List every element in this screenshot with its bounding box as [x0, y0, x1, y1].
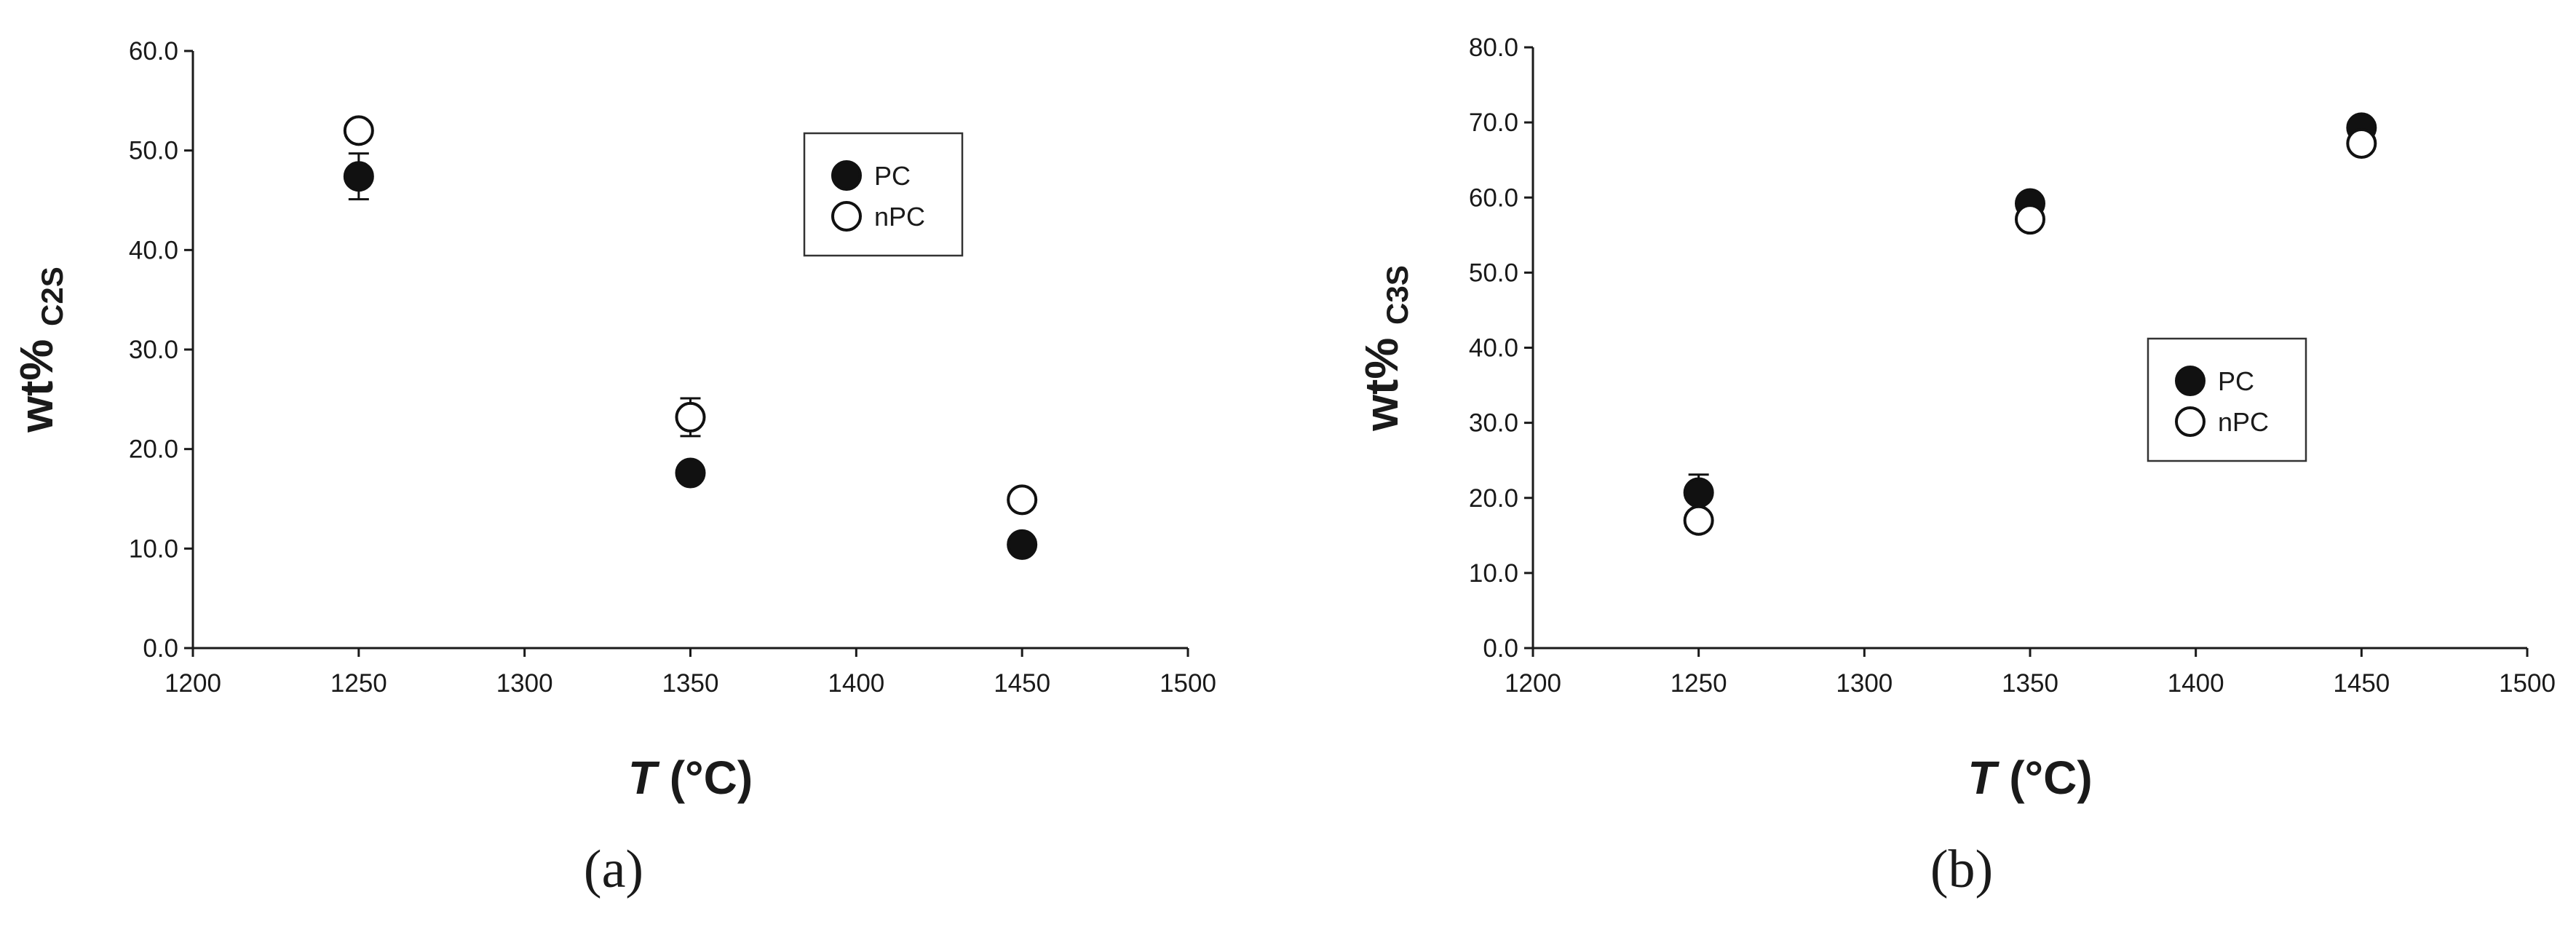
legend-label-npc: nPC	[874, 202, 925, 232]
x-tick-label: 1450	[2333, 669, 2390, 698]
x-axis-title-unit: (°C)	[1996, 751, 2092, 804]
data-point-pc	[1007, 529, 1038, 560]
x-tick-label: 1200	[165, 669, 221, 698]
y-tick-label: 10.0	[129, 534, 178, 563]
legend-marker-npc	[831, 201, 862, 232]
data-point-npc	[1683, 505, 1714, 536]
y-tick-label: 20.0	[129, 435, 178, 464]
y-tick-label: 60.0	[1469, 184, 1518, 212]
y-tick-label: 30.0	[1469, 409, 1518, 438]
y-tick-label: 0.0	[1483, 634, 1518, 663]
chart-panel-b: 0.0 10.0 20.0 30.0 40.0 50.0 60.0 70.0 80.0 1200 1…	[1355, 33, 2556, 899]
x-axis-title-symbol: T	[1967, 751, 2000, 804]
y-tick-label: 0.0	[143, 634, 178, 663]
legend-box	[803, 132, 964, 257]
x-tick-label: 1500	[1160, 669, 1216, 698]
y-axis-title-sub: C2S	[35, 267, 69, 326]
data-point-npc	[675, 401, 706, 433]
legend-marker-pc	[831, 160, 862, 191]
x-tick-label: 1350	[662, 669, 719, 698]
y-tick-label: 40.0	[1469, 334, 1518, 363]
y-tick-label: 40.0	[129, 236, 178, 264]
y-tick-label: 50.0	[129, 137, 178, 165]
chart-panel-a: 0.0 10.0 20.0 30.0 40.0 50.0 60.0 1200 1250 1300 1…	[10, 37, 1216, 899]
legend-label-npc: nPC	[2218, 407, 2269, 437]
y-tick-label: 60.0	[129, 37, 178, 66]
y-tick-label: 70.0	[1469, 109, 1518, 137]
x-axis-title: T (°C)	[1967, 751, 2092, 804]
legend-label-pc: PC	[874, 161, 911, 191]
panel-label: (a)	[584, 840, 643, 899]
x-axis-title-symbol: T	[628, 751, 660, 804]
x-tick-label: 1350	[2002, 669, 2058, 698]
y-tick-label: 80.0	[1469, 33, 1518, 62]
x-tick-label: 1250	[330, 669, 387, 698]
y-axis-title-main: wt%	[1355, 325, 1408, 432]
data-point-pc	[675, 457, 706, 489]
data-point-npc	[2015, 204, 2045, 235]
y-axis-title: wt% C2S	[10, 267, 69, 433]
x-tick-label: 1300	[496, 669, 553, 698]
x-tick-label: 1500	[2499, 669, 2556, 698]
x-tick-label: 1250	[1671, 669, 1727, 698]
x-tick-label: 1300	[1836, 669, 1893, 698]
x-axis-title: T (°C)	[628, 751, 753, 804]
data-point-npc	[1007, 484, 1038, 516]
y-tick-label: 20.0	[1469, 484, 1518, 513]
y-axis-title-main: wt%	[10, 326, 63, 433]
y-axis-title-sub: C3S	[1380, 265, 1414, 325]
x-tick-label: 1400	[2168, 669, 2224, 698]
x-tick-label: 1450	[994, 669, 1050, 698]
legend-box	[2147, 337, 2307, 462]
panel-label: (b)	[1930, 840, 1993, 899]
x-tick-label: 1400	[828, 669, 884, 698]
x-tick-label: 1200	[1505, 669, 1561, 698]
y-tick-label: 30.0	[129, 336, 178, 364]
y-axis-title: wt% C3S	[1355, 265, 1414, 431]
legend-label-pc: PC	[2218, 366, 2254, 396]
y-tick-label: 10.0	[1469, 559, 1518, 588]
legend-marker-pc	[2175, 366, 2206, 396]
data-point-npc	[2346, 128, 2377, 159]
x-axis-title-unit: (°C)	[657, 751, 753, 804]
data-point-npc	[343, 115, 374, 146]
y-tick-label: 50.0	[1469, 259, 1518, 287]
data-point-pc	[343, 161, 374, 192]
legend-marker-npc	[2175, 406, 2206, 437]
data-point-pc	[1683, 477, 1714, 508]
